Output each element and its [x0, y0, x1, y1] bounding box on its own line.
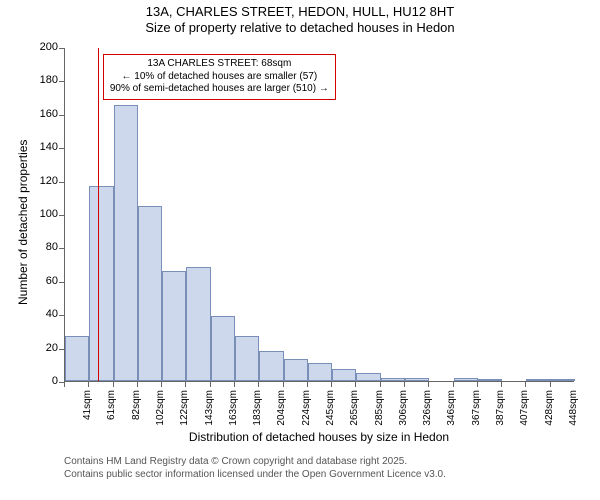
- histogram-bar: [284, 359, 308, 381]
- y-axis-label: Number of detached properties: [16, 140, 30, 305]
- y-tick-mark: [59, 215, 64, 216]
- histogram-bar: [405, 378, 429, 381]
- x-tick-label: 326sqm: [422, 390, 433, 430]
- histogram-bar: [89, 186, 113, 381]
- y-tick-label: 120: [30, 175, 58, 187]
- y-tick-label: 40: [30, 308, 58, 320]
- y-tick-label: 60: [30, 275, 58, 287]
- x-tick-label: 102sqm: [155, 390, 166, 430]
- x-tick-label: 183sqm: [252, 390, 263, 430]
- x-tick-mark: [428, 382, 429, 387]
- x-tick-label: 306sqm: [398, 390, 409, 430]
- histogram-bar: [526, 379, 550, 381]
- y-tick-mark: [59, 48, 64, 49]
- histogram-bar: [65, 336, 89, 381]
- x-tick-mark: [404, 382, 405, 387]
- x-tick-label: 61sqm: [106, 390, 117, 430]
- callout-line-2: ← 10% of detached houses are smaller (57…: [110, 71, 329, 84]
- histogram-bar: [308, 363, 332, 381]
- property-marker-line: [98, 48, 100, 381]
- x-tick-label: 428sqm: [544, 390, 555, 430]
- x-tick-label: 204sqm: [276, 390, 287, 430]
- x-tick-mark: [307, 382, 308, 387]
- footer-line-2: Contains public sector information licen…: [64, 469, 446, 482]
- y-tick-label: 140: [30, 141, 58, 153]
- x-tick-label: 41sqm: [82, 390, 93, 430]
- y-tick-label: 180: [30, 74, 58, 86]
- histogram-bar: [551, 379, 575, 381]
- histogram-bar: [332, 369, 356, 381]
- x-tick-label: 448sqm: [568, 390, 579, 430]
- x-tick-label: 143sqm: [204, 390, 215, 430]
- x-tick-mark: [113, 382, 114, 387]
- x-tick-label: 245sqm: [325, 390, 336, 430]
- x-tick-label: 387sqm: [495, 390, 506, 430]
- y-tick-label: 100: [30, 208, 58, 220]
- callout-line-3: 90% of semi-detached houses are larger (…: [110, 83, 329, 96]
- histogram-bar: [138, 206, 162, 381]
- x-tick-label: 265sqm: [349, 390, 360, 430]
- x-tick-label: 122sqm: [179, 390, 190, 430]
- x-tick-mark: [550, 382, 551, 387]
- y-tick-label: 80: [30, 241, 58, 253]
- x-tick-label: 367sqm: [471, 390, 482, 430]
- x-tick-mark: [137, 382, 138, 387]
- y-tick-label: 0: [30, 375, 58, 387]
- title-line-2: Size of property relative to detached ho…: [0, 20, 600, 36]
- y-tick-mark: [59, 349, 64, 350]
- histogram-bar: [186, 267, 210, 381]
- x-tick-mark: [88, 382, 89, 387]
- histogram-bar: [478, 379, 502, 381]
- x-tick-mark: [258, 382, 259, 387]
- x-tick-mark: [283, 382, 284, 387]
- x-tick-label: 224sqm: [301, 390, 312, 430]
- histogram-bar: [381, 378, 405, 381]
- title-line-1: 13A, CHARLES STREET, HEDON, HULL, HU12 8…: [0, 4, 600, 20]
- y-tick-label: 20: [30, 342, 58, 354]
- x-tick-label: 346sqm: [446, 390, 457, 430]
- footer-attribution: Contains HM Land Registry data © Crown c…: [64, 456, 446, 481]
- x-tick-mark: [210, 382, 211, 387]
- x-tick-mark: [185, 382, 186, 387]
- x-tick-mark: [453, 382, 454, 387]
- x-tick-label: 285sqm: [374, 390, 385, 430]
- y-tick-mark: [59, 282, 64, 283]
- y-tick-mark: [59, 115, 64, 116]
- chart-title: 13A, CHARLES STREET, HEDON, HULL, HU12 8…: [0, 4, 600, 35]
- histogram-bar: [162, 271, 186, 381]
- x-tick-label: 82sqm: [131, 390, 142, 430]
- x-tick-mark: [331, 382, 332, 387]
- callout-box: 13A CHARLES STREET: 68sqm← 10% of detach…: [103, 54, 336, 100]
- callout-line-1: 13A CHARLES STREET: 68sqm: [110, 58, 329, 71]
- histogram-bar: [454, 378, 478, 381]
- x-tick-mark: [64, 382, 65, 387]
- x-tick-mark: [525, 382, 526, 387]
- x-tick-label: 407sqm: [519, 390, 530, 430]
- y-tick-mark: [59, 182, 64, 183]
- x-tick-mark: [501, 382, 502, 387]
- x-tick-mark: [380, 382, 381, 387]
- y-tick-mark: [59, 248, 64, 249]
- x-tick-mark: [234, 382, 235, 387]
- x-tick-label: 163sqm: [228, 390, 239, 430]
- y-tick-mark: [59, 148, 64, 149]
- x-tick-mark: [355, 382, 356, 387]
- y-tick-label: 200: [30, 41, 58, 53]
- x-tick-mark: [161, 382, 162, 387]
- x-tick-mark: [477, 382, 478, 387]
- footer-line-1: Contains HM Land Registry data © Crown c…: [64, 456, 446, 469]
- y-tick-label: 160: [30, 108, 58, 120]
- histogram-bar: [259, 351, 283, 381]
- histogram-bar: [211, 316, 235, 381]
- histogram-bar: [235, 336, 259, 381]
- y-tick-mark: [59, 81, 64, 82]
- x-axis-label: Distribution of detached houses by size …: [64, 430, 574, 444]
- y-tick-mark: [59, 315, 64, 316]
- histogram-bar: [356, 373, 380, 381]
- histogram-bar: [114, 105, 138, 381]
